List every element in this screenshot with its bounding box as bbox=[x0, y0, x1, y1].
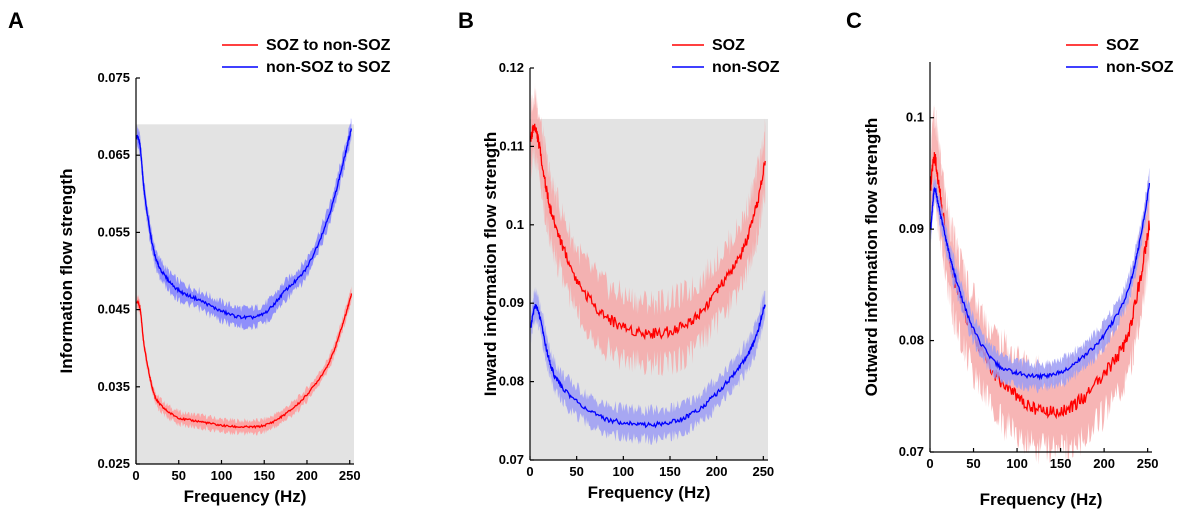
chart-panel-c: 0 50 100 150 200 250 0.07 0.08 0.09 0.1 Frequency … bbox=[862, 37, 1174, 509]
x-axis-label: Frequency (Hz) bbox=[184, 487, 307, 506]
x-tick-label: 100 bbox=[612, 464, 634, 479]
legend-label-1: SOZ bbox=[1106, 37, 1139, 54]
x-tick-label: 150 bbox=[253, 468, 275, 483]
x-tick-label: 150 bbox=[1050, 456, 1072, 471]
x-tick-label: 100 bbox=[211, 468, 233, 483]
panel-letter-c: C bbox=[846, 8, 862, 33]
series-line-1 bbox=[136, 293, 353, 429]
chart-panel-b: 0 50 100 150 200 250 0.07 0.08 0.09 0.1 0.11 0.12 Fr… bbox=[481, 37, 780, 502]
x-axis-label: Frequency (Hz) bbox=[588, 483, 711, 502]
series-band-2 bbox=[930, 168, 1150, 394]
y-tick-label: 0.09 bbox=[899, 221, 924, 236]
y-tick-label: 0.12 bbox=[499, 60, 524, 75]
x-tick-label: 0 bbox=[926, 456, 933, 471]
x-tick-label: 50 bbox=[569, 464, 583, 479]
y-tick-label: 0.07 bbox=[499, 452, 524, 467]
legend-label-2: non-SOZ bbox=[712, 59, 780, 76]
y-tick-label: 0.08 bbox=[499, 374, 524, 389]
y-tick-label: 0.055 bbox=[97, 224, 130, 239]
y-tick-label: 0.075 bbox=[97, 70, 130, 85]
x-tick-label: 50 bbox=[172, 468, 186, 483]
x-tick-label: 0 bbox=[132, 468, 139, 483]
x-tick-label: 200 bbox=[706, 464, 728, 479]
panel-letter-b: B bbox=[458, 8, 474, 33]
legend-label-1: SOZ bbox=[712, 37, 745, 54]
y-tick-label: 0.09 bbox=[499, 295, 524, 310]
series-line-1 bbox=[930, 152, 1151, 420]
x-tick-label: 250 bbox=[339, 468, 361, 483]
series-line-2 bbox=[530, 304, 766, 429]
y-tick-label: 0.035 bbox=[97, 379, 130, 394]
legend-label-2: non-SOZ bbox=[1106, 59, 1174, 76]
y-tick-label: 0.07 bbox=[899, 444, 924, 459]
y-tick-label: 0.1 bbox=[506, 217, 524, 232]
legend-label-1: SOZ to non-SOZ bbox=[266, 37, 391, 54]
x-tick-label: 0 bbox=[526, 464, 533, 479]
y-axis-label: Outward information flow strength bbox=[862, 118, 881, 397]
y-tick-label: 0.1 bbox=[906, 110, 924, 125]
x-axis-label: Frequency (Hz) bbox=[980, 490, 1103, 509]
y-axis-label: Inward information flow strength bbox=[481, 132, 500, 396]
x-tick-label: 200 bbox=[296, 468, 318, 483]
y-axis-label: Information flow strength bbox=[57, 169, 76, 374]
series-line-2 bbox=[136, 128, 353, 321]
y-tick-label: 0.08 bbox=[899, 333, 924, 348]
series-band-1 bbox=[930, 103, 1150, 465]
x-tick-label: 200 bbox=[1093, 456, 1115, 471]
panel-letter-a: A bbox=[8, 8, 24, 33]
chart-panel-a: 0 50 100 150 200 250 0.025 0.035 0.045 0.055 0.065… bbox=[57, 37, 391, 506]
series-line-1 bbox=[530, 123, 766, 341]
y-tick-label: 0.065 bbox=[97, 147, 130, 162]
y-tick-label: 0.11 bbox=[499, 138, 524, 153]
x-tick-label: 50 bbox=[966, 456, 980, 471]
x-tick-label: 250 bbox=[1137, 456, 1159, 471]
x-tick-label: 100 bbox=[1006, 456, 1028, 471]
series-band-1 bbox=[136, 286, 352, 436]
legend-label-2: non-SOZ to SOZ bbox=[266, 59, 391, 76]
x-tick-label: 150 bbox=[659, 464, 681, 479]
series-line-2 bbox=[930, 183, 1151, 381]
y-tick-label: 0.025 bbox=[97, 456, 130, 471]
x-tick-label: 250 bbox=[752, 464, 774, 479]
y-tick-label: 0.045 bbox=[97, 302, 130, 317]
